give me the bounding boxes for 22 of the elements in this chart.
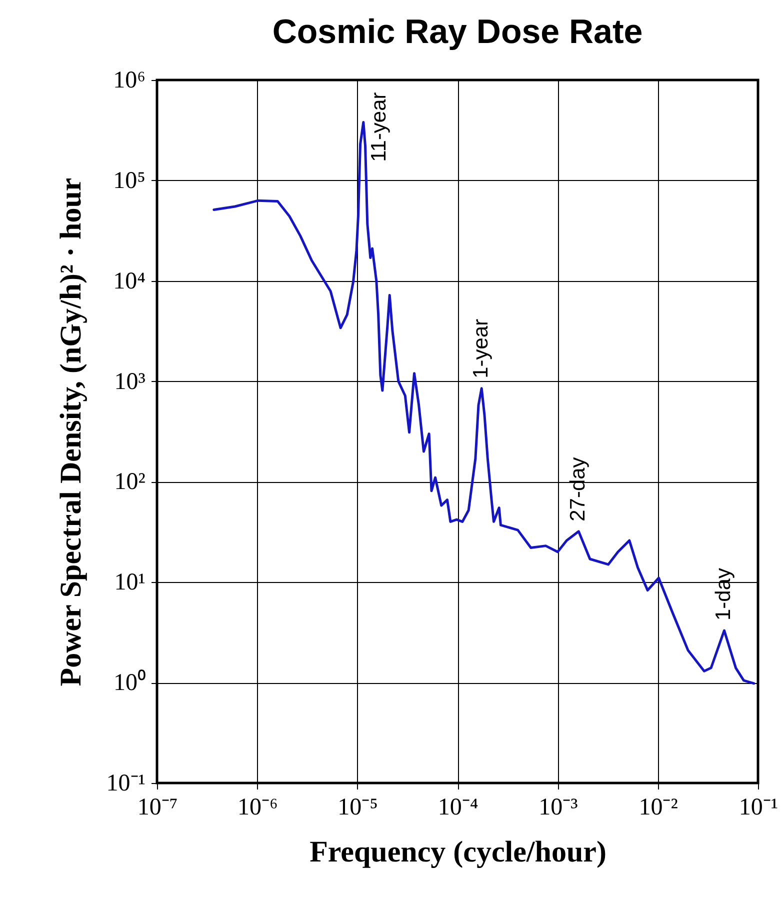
x-tick-label: 10⁻²	[638, 794, 678, 820]
x-tick-label: 10⁻¹	[738, 794, 778, 820]
x-tick-label: 10⁻⁵	[338, 794, 378, 820]
x-tick-label: 10⁻⁶	[237, 794, 278, 820]
y-tick-label: 10⁴	[113, 268, 146, 294]
annotation: 1-day	[712, 567, 736, 620]
annotation: 1-year	[470, 318, 493, 378]
x-tick-label: 10⁻⁷	[137, 794, 178, 820]
y-tick-label: 10²	[114, 469, 146, 496]
annotation: 11-year	[367, 92, 390, 162]
y-tick-label: 10⁶	[113, 68, 146, 94]
y-tick-label: 10⁰	[114, 669, 146, 696]
y-tick-label: 10⁻¹	[106, 770, 146, 796]
y-tick-label: 10⁵	[113, 168, 146, 194]
x-tick-label: 10⁻³	[538, 794, 578, 820]
chart-title: Cosmic Ray Dose Rate	[272, 13, 643, 51]
x-axis-title: Frequency (cycle/hour)	[310, 836, 606, 868]
annotation: 27-day	[566, 456, 590, 522]
y-axis-title: Power Spectral Density, (nGy/h)² · hour	[54, 178, 88, 686]
y-tick-label: 10³	[114, 368, 146, 395]
y-tick-label: 10¹	[114, 570, 146, 596]
x-tick-label: 10⁻⁴	[438, 794, 478, 820]
